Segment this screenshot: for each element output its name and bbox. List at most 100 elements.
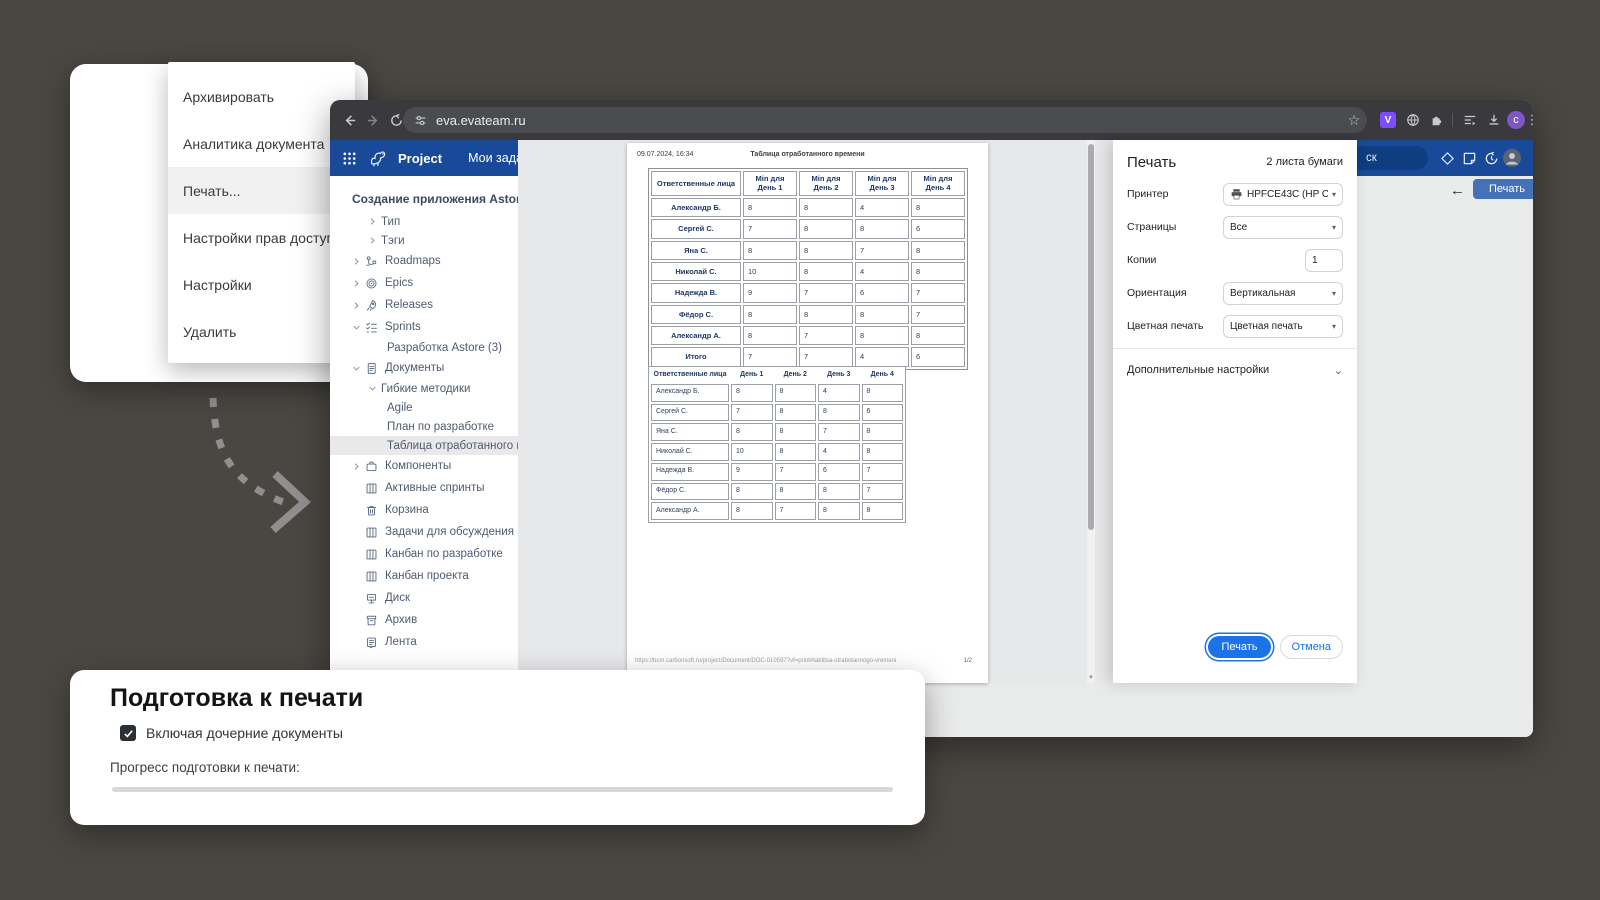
- page-doc-title: Таблица отработанного времени: [750, 151, 865, 158]
- sidebar-item[interactable]: Активные спринты: [330, 477, 518, 499]
- page-datetime: 09.07.2024, 16:34: [637, 151, 694, 158]
- browser-reload-icon[interactable]: [385, 100, 407, 140]
- context-menu-item[interactable]: Архивировать: [183, 88, 275, 105]
- checkbox-checked-icon[interactable]: [120, 725, 136, 741]
- sidebar-item[interactable]: Документы: [330, 357, 518, 379]
- context-menu-item[interactable]: Аналитика документа: [183, 135, 325, 152]
- dialog-print-button[interactable]: Печать: [1208, 636, 1271, 658]
- dialog-cancel-button[interactable]: Отмена: [1279, 635, 1343, 659]
- include-children-checkbox-row[interactable]: Включая дочерние документы: [120, 725, 343, 741]
- bookmark-star-icon[interactable]: ☆: [1347, 111, 1361, 128]
- page-behind-dialog: ← Печать: [1357, 176, 1533, 737]
- epics-icon: [365, 277, 385, 290]
- print-setting-row: Страницы Все: [1127, 215, 1343, 239]
- sidebar-item[interactable]: Таблица отработанного времени: [330, 436, 518, 455]
- tree-chevron-icon[interactable]: [352, 257, 365, 266]
- more-settings-toggle[interactable]: Дополнительные настройки ⌄: [1127, 355, 1343, 385]
- scroll-down-icon[interactable]: ▼: [1088, 675, 1094, 681]
- tree-chevron-icon[interactable]: [352, 301, 365, 310]
- apps-grid-icon[interactable]: [342, 151, 357, 166]
- browser-profile-avatar[interactable]: c: [1507, 111, 1525, 129]
- sidebar-item-label: Гибкие методики: [381, 382, 471, 395]
- app-print-button[interactable]: Печать: [1473, 179, 1533, 199]
- browser-forward-icon[interactable]: [362, 100, 384, 140]
- sidebar-item-label: Roadmaps: [385, 255, 441, 267]
- context-menu-item[interactable]: Настройки прав доступа: [183, 229, 342, 246]
- globe-extension-icon[interactable]: [1403, 100, 1423, 140]
- sidebar-item-label: Разработка Astore (3): [387, 341, 502, 354]
- tree-chevron-icon[interactable]: [368, 236, 381, 245]
- sidebar-item[interactable]: Задачи для обсуждения: [330, 521, 518, 543]
- sidebar-item[interactable]: Agile: [330, 398, 518, 417]
- sidebar-item[interactable]: Компоненты: [330, 455, 518, 477]
- kanban-icon: [365, 548, 385, 561]
- sidebar-item[interactable]: Roadmaps: [330, 250, 518, 272]
- setting-label: Копии: [1127, 254, 1157, 266]
- ориентация-select[interactable]: Вертикальная: [1223, 281, 1343, 305]
- user-avatar[interactable]: [1502, 148, 1522, 168]
- download-icon[interactable]: [1484, 100, 1504, 140]
- sidebar-project-title[interactable]: Создание приложения Astore: [352, 192, 518, 206]
- tree-chevron-icon[interactable]: [352, 364, 365, 373]
- context-menu-item[interactable]: Печать...: [168, 167, 355, 214]
- sidebar-item[interactable]: Диск: [330, 587, 518, 609]
- preview-scrollbar[interactable]: ▼: [1087, 140, 1095, 683]
- extension-v-icon[interactable]: V: [1380, 112, 1396, 128]
- tree-chevron-icon[interactable]: [352, 462, 365, 471]
- print-setting-row: Цветная печать Цветная печать: [1127, 314, 1343, 338]
- copies-input[interactable]: 1: [1305, 248, 1343, 272]
- reading-list-icon[interactable]: [1460, 100, 1480, 140]
- browser-back-icon[interactable]: [338, 100, 360, 140]
- tree-chevron-icon[interactable]: [352, 323, 365, 332]
- table-header-cell: Min для День 1: [743, 171, 797, 196]
- sidebar-item[interactable]: Тип: [330, 212, 518, 231]
- sidebar-item[interactable]: Releases: [330, 294, 518, 316]
- tree-chevron-icon[interactable]: [352, 279, 365, 288]
- site-settings-icon[interactable]: [414, 114, 427, 127]
- page-footer-url: https://bcm.carbonsoft.ru/project/Docume…: [635, 658, 897, 664]
- sidebar-item[interactable]: Тэги: [330, 231, 518, 250]
- browser-menu-kebab-icon[interactable]: ⋮: [1525, 112, 1534, 127]
- page-back-icon[interactable]: ←: [1450, 182, 1465, 199]
- sidebar-item-label: Документы: [385, 362, 445, 374]
- context-menu-item[interactable]: Настройки: [183, 276, 252, 293]
- страницы-select[interactable]: Все: [1223, 215, 1343, 239]
- sidebar-item-label: Канбан по разработке: [385, 548, 503, 560]
- tree-chevron-icon[interactable]: [368, 217, 381, 226]
- sidebar-item[interactable]: Epics: [330, 272, 518, 294]
- sidebar-item-label: Лента: [385, 636, 417, 648]
- notes-icon[interactable]: [1459, 148, 1479, 168]
- tree-chevron-icon[interactable]: [368, 384, 381, 393]
- sidebar-item[interactable]: План по разработке: [330, 417, 518, 436]
- history-icon[interactable]: [1481, 148, 1501, 168]
- notifications-tag-icon[interactable]: [1437, 148, 1457, 168]
- принтер-select[interactable]: HPFCE43C (HP Color La: [1223, 182, 1343, 206]
- archive-icon: [365, 614, 385, 627]
- sidebar-item[interactable]: Канбан проекта: [330, 565, 518, 587]
- sidebar-item[interactable]: Лента: [330, 631, 518, 653]
- kanban-icon: [365, 570, 385, 583]
- sidebar-item[interactable]: Корзина: [330, 499, 518, 521]
- цветная печать-select[interactable]: Цветная печать: [1223, 314, 1343, 338]
- app-product-name[interactable]: Project: [398, 150, 443, 166]
- setting-label: Страницы: [1127, 221, 1177, 233]
- sidebar-item-label: План по разработке: [387, 420, 495, 433]
- sidebar-item[interactable]: Архив: [330, 609, 518, 631]
- extensions-puzzle-icon[interactable]: [1427, 100, 1447, 140]
- table-header-cell: День 2: [783, 371, 807, 378]
- sidebar-item-label: Архив: [385, 614, 418, 626]
- table-row: Фёдор С. 8 8 8 7: [651, 482, 903, 501]
- sidebar-item[interactable]: Канбан по разработке: [330, 543, 518, 565]
- print-table: Ответственные лица День 1 День 2 День 3 День…: [648, 366, 906, 523]
- toolbar-separator: [1452, 113, 1453, 127]
- address-url[interactable]: eva.evateam.ru: [436, 112, 526, 128]
- preview-scrollbar-thumb[interactable]: [1088, 144, 1094, 530]
- sidebar-item[interactable]: Sprints: [330, 316, 518, 338]
- context-menu-item[interactable]: Удалить: [183, 323, 237, 340]
- table-row: Яна С. 8 8 7 8: [651, 240, 965, 260]
- sidebar-item[interactable]: Гибкие методики: [330, 379, 518, 398]
- address-bar[interactable]: eva.evateam.ru: [403, 107, 1367, 133]
- table-row: Александр Б. 8 8 4 8: [651, 197, 965, 218]
- sidebar-item[interactable]: Разработка Astore (3): [330, 338, 518, 357]
- setting-label: Принтер: [1127, 188, 1169, 200]
